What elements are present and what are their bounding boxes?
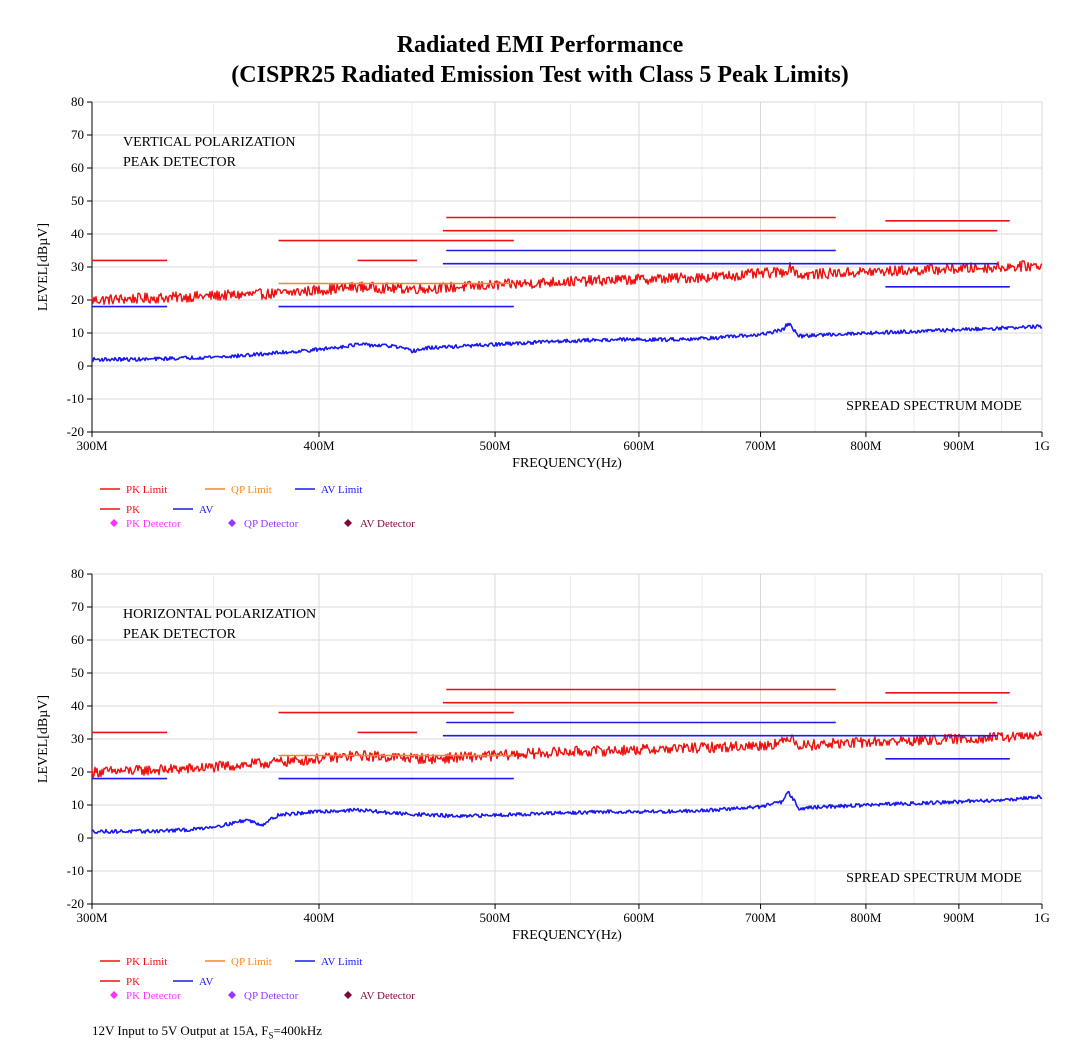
c2-limit-lines	[92, 688, 1010, 780]
c1-legend-label-row3-0: PK Detector	[126, 518, 181, 530]
c1-legend-marker-2	[344, 519, 352, 527]
c1-series-pk	[91, 260, 1043, 306]
c2-y-tick-label-10: 10	[71, 797, 84, 812]
footnote-prefix: 12V Input to 5V Output at 15A, F	[92, 1023, 269, 1038]
c1-legend-label-1: QP Limit	[231, 484, 272, 496]
c1-y-tick-label-30: 30	[71, 259, 84, 274]
page-title: Radiated EMI Performance (CISPR25 Radiat…	[0, 30, 1080, 90]
c2-x-axis-title: FREQUENCY(Hz)	[512, 928, 622, 943]
c2-series-pk	[91, 730, 1043, 778]
c1-y-tick-label-20: 20	[71, 292, 84, 307]
c2-legend-marker-0	[110, 991, 118, 999]
c1-legend-marker-1	[228, 519, 236, 527]
c2-legend-label-1: QP Limit	[231, 956, 272, 968]
c2-y-tick-label-40: 40	[71, 698, 84, 713]
c1-x-tick-label-300: 300M	[76, 438, 108, 453]
c1-series-av	[91, 322, 1043, 363]
c2-y-tick-label-20: 20	[71, 764, 84, 779]
c1-limit-lines	[92, 216, 1010, 308]
c1-legend-label-0: PK Limit	[126, 484, 167, 496]
c2-x-tick-label-1000: 1G	[1034, 910, 1050, 925]
c2-series-av	[91, 791, 1043, 835]
c1-y-axis-title: LEVEL[dBµV]	[36, 223, 51, 311]
c1-y-tick-label--10: -10	[67, 391, 84, 406]
chart-vertical-polarization: -20 -10 0 10 20 30 40 50 60 70 80 300M 400M 500M 600M 7…	[36, 94, 1050, 530]
c2-annotation-detector: PEAK DETECTOR	[123, 627, 237, 642]
footnote: 12V Input to 5V Output at 15A, FS=400kHz	[92, 1023, 322, 1041]
c2-y-tick-label-60: 60	[71, 632, 84, 647]
c1-x-tick-label-600: 600M	[623, 438, 655, 453]
c1-y-tick-label-10: 10	[71, 325, 84, 340]
c1-annotation-mode: SPREAD SPECTRUM MODE	[846, 399, 1022, 414]
c1-x-tick-label-1000: 1G	[1034, 438, 1050, 453]
footnote-suffix: =400kHz	[273, 1023, 323, 1038]
c2-x-tick-label-900: 900M	[943, 910, 975, 925]
c1-annotation-detector: PEAK DETECTOR	[123, 155, 237, 170]
c1-legend-label-2: AV Limit	[321, 484, 362, 496]
c2-y-axis-title: LEVEL[dBµV]	[36, 695, 51, 783]
c2-legend-label-2: AV Limit	[321, 956, 362, 968]
c2-y-tick-label-0: 0	[78, 830, 85, 845]
c1-y-tick-label-0: 0	[78, 358, 85, 373]
c1-y-tick-label-50: 50	[71, 193, 84, 208]
c1-x-tick-label-900: 900M	[943, 438, 975, 453]
c1-legend: PK Limit QP Limit AV Limit PK AV PK Detector Q…	[100, 484, 415, 530]
c1-y-tick-label-80: 80	[71, 94, 84, 109]
c1-x-tick-label-500: 500M	[480, 438, 512, 453]
c2-legend-label-row2-1: AV	[199, 976, 214, 988]
c2-x-tick-label-300: 300M	[76, 910, 108, 925]
c1-y-tick-label--20: -20	[67, 424, 84, 439]
c2-y-tick-label-70: 70	[71, 599, 84, 614]
c2-annotation-mode: SPREAD SPECTRUM MODE	[846, 871, 1022, 886]
c1-legend-marker-0	[110, 519, 118, 527]
c2-legend-label-row3-1: QP Detector	[244, 990, 299, 1002]
c1-legend-label-row3-2: AV Detector	[360, 518, 415, 530]
c1-x-tick-label-700: 700M	[745, 438, 777, 453]
c2-y-tick-label--10: -10	[67, 863, 84, 878]
c2-legend-label-row3-2: AV Detector	[360, 990, 415, 1002]
c1-legend-label-row3-1: QP Detector	[244, 518, 299, 530]
title-line-1: Radiated EMI Performance	[396, 32, 684, 58]
c1-annotation-polarization: VERTICAL POLARIZATION	[123, 135, 295, 150]
c2-legend-label-0: PK Limit	[126, 956, 167, 968]
c2-x-tick-label-800: 800M	[850, 910, 882, 925]
c2-x-tick-label-600: 600M	[623, 910, 655, 925]
c1-traces	[91, 260, 1043, 363]
c2-annotation-polarization: HORIZONTAL POLARIZATION	[123, 607, 316, 622]
footnote-subscript: S	[268, 1030, 274, 1041]
c2-x-tick-label-500: 500M	[480, 910, 512, 925]
c2-x-tick-label-400: 400M	[303, 910, 335, 925]
c1-x-tick-label-800: 800M	[850, 438, 882, 453]
c1-legend-label-row2-1: AV	[199, 504, 214, 516]
c2-x-tick-label-700: 700M	[745, 910, 777, 925]
c1-x-tick-label-400: 400M	[303, 438, 335, 453]
c2-y-tick-label-50: 50	[71, 665, 84, 680]
c2-legend-marker-1	[228, 991, 236, 999]
c2-y-tick-label--20: -20	[67, 896, 84, 911]
c2-y-tick-label-30: 30	[71, 731, 84, 746]
c1-grid	[91, 101, 1043, 433]
c1-y-tick-label-70: 70	[71, 127, 84, 142]
c2-legend-marker-2	[344, 991, 352, 999]
c2-legend: PK Limit QP Limit AV Limit PK AV PK Detector Q…	[100, 956, 415, 1002]
c2-legend-label-row2-0: PK	[126, 976, 140, 988]
c1-legend-label-row2-0: PK	[126, 504, 140, 516]
c2-legend-label-row3-0: PK Detector	[126, 990, 181, 1002]
title-line-2: (CISPR25 Radiated Emission Test with Cla…	[231, 62, 849, 88]
c1-y-tick-label-60: 60	[71, 160, 84, 175]
chart-horizontal-polarization: -20 -10 0 10 20 30 40 50 60 70 80 300M 400M 500M 600M 7…	[36, 566, 1050, 1002]
c1-y-tick-label-40: 40	[71, 226, 84, 241]
c2-traces	[91, 730, 1043, 835]
c1-x-axis-title: FREQUENCY(Hz)	[512, 456, 622, 471]
c2-y-tick-label-80: 80	[71, 566, 84, 581]
